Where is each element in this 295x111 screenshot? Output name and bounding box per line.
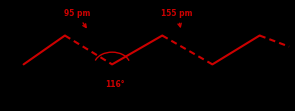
Text: 95 pm: 95 pm — [63, 9, 90, 27]
Text: 116°: 116° — [105, 80, 125, 89]
Text: 155 pm: 155 pm — [161, 9, 193, 27]
